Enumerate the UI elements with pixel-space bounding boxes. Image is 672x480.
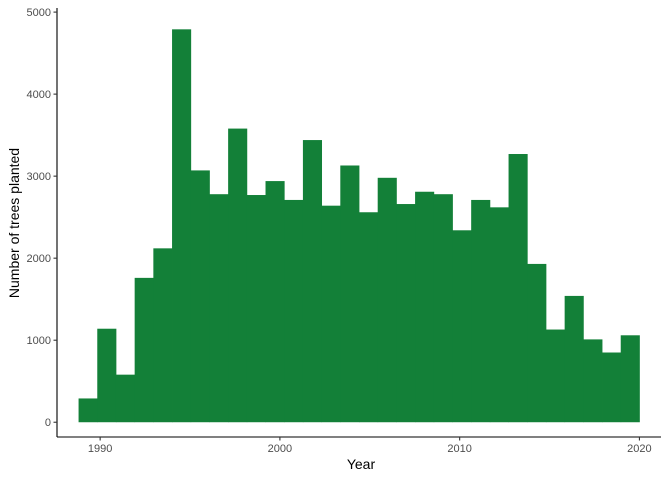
histogram-bar-13 (302, 140, 323, 423)
histogram-bar-15 (340, 165, 360, 423)
y-axis-title: Number of trees planted (6, 148, 22, 298)
histogram-bar-28 (583, 339, 603, 423)
histogram-bar-16 (359, 212, 379, 423)
y-tick-label: 3000 (27, 171, 51, 183)
histogram-bar-26 (545, 329, 566, 423)
histogram-bar-5 (153, 248, 173, 423)
histogram-bar-6 (172, 29, 192, 423)
histogram-bar-4 (134, 277, 154, 423)
x-tick-label: 2010 (447, 443, 471, 455)
y-tick-label: 5000 (27, 7, 51, 19)
x-tick-label: 1990 (88, 443, 112, 455)
histogram-bar-14 (321, 205, 341, 423)
y-tick-label: 4000 (27, 89, 51, 101)
x-axis: 1990 2000 2010 2020 (57, 436, 661, 455)
histogram-bar-9 (228, 128, 248, 423)
histogram-bar-1 (78, 398, 98, 423)
histogram-bar-10 (246, 195, 266, 423)
histogram-bar-7 (190, 170, 210, 423)
histogram-bar-12 (284, 199, 304, 423)
histogram-bar-29 (602, 352, 622, 423)
y-tick-label: 1000 (27, 335, 51, 347)
histogram-bar-27 (564, 295, 584, 423)
histogram-bar-11 (265, 181, 285, 423)
histogram-bar-25 (527, 263, 547, 423)
histogram-bar-20 (433, 194, 453, 423)
y-tick-label: 0 (45, 417, 51, 429)
histogram-bar-2 (97, 328, 117, 423)
histogram-bar-24 (508, 154, 528, 423)
histogram-bar-21 (452, 230, 472, 423)
x-axis-title: Year (347, 456, 376, 472)
histogram-bar-8 (209, 194, 229, 423)
histogram-bar-22 (471, 199, 491, 423)
histogram-bar-30 (620, 335, 640, 423)
histogram-bar-3 (115, 374, 136, 423)
bars-group (78, 29, 640, 423)
histogram-bar-18 (396, 204, 416, 423)
x-tick-label: 2020 (627, 443, 651, 455)
histogram-bar-17 (377, 177, 397, 423)
histogram-bar-19 (415, 191, 435, 423)
x-tick-label: 2000 (268, 443, 292, 455)
y-tick-label: 2000 (27, 253, 51, 265)
y-axis: 0 1000 2000 3000 4000 5000 (27, 7, 58, 437)
histogram-bar-23 (489, 207, 509, 423)
